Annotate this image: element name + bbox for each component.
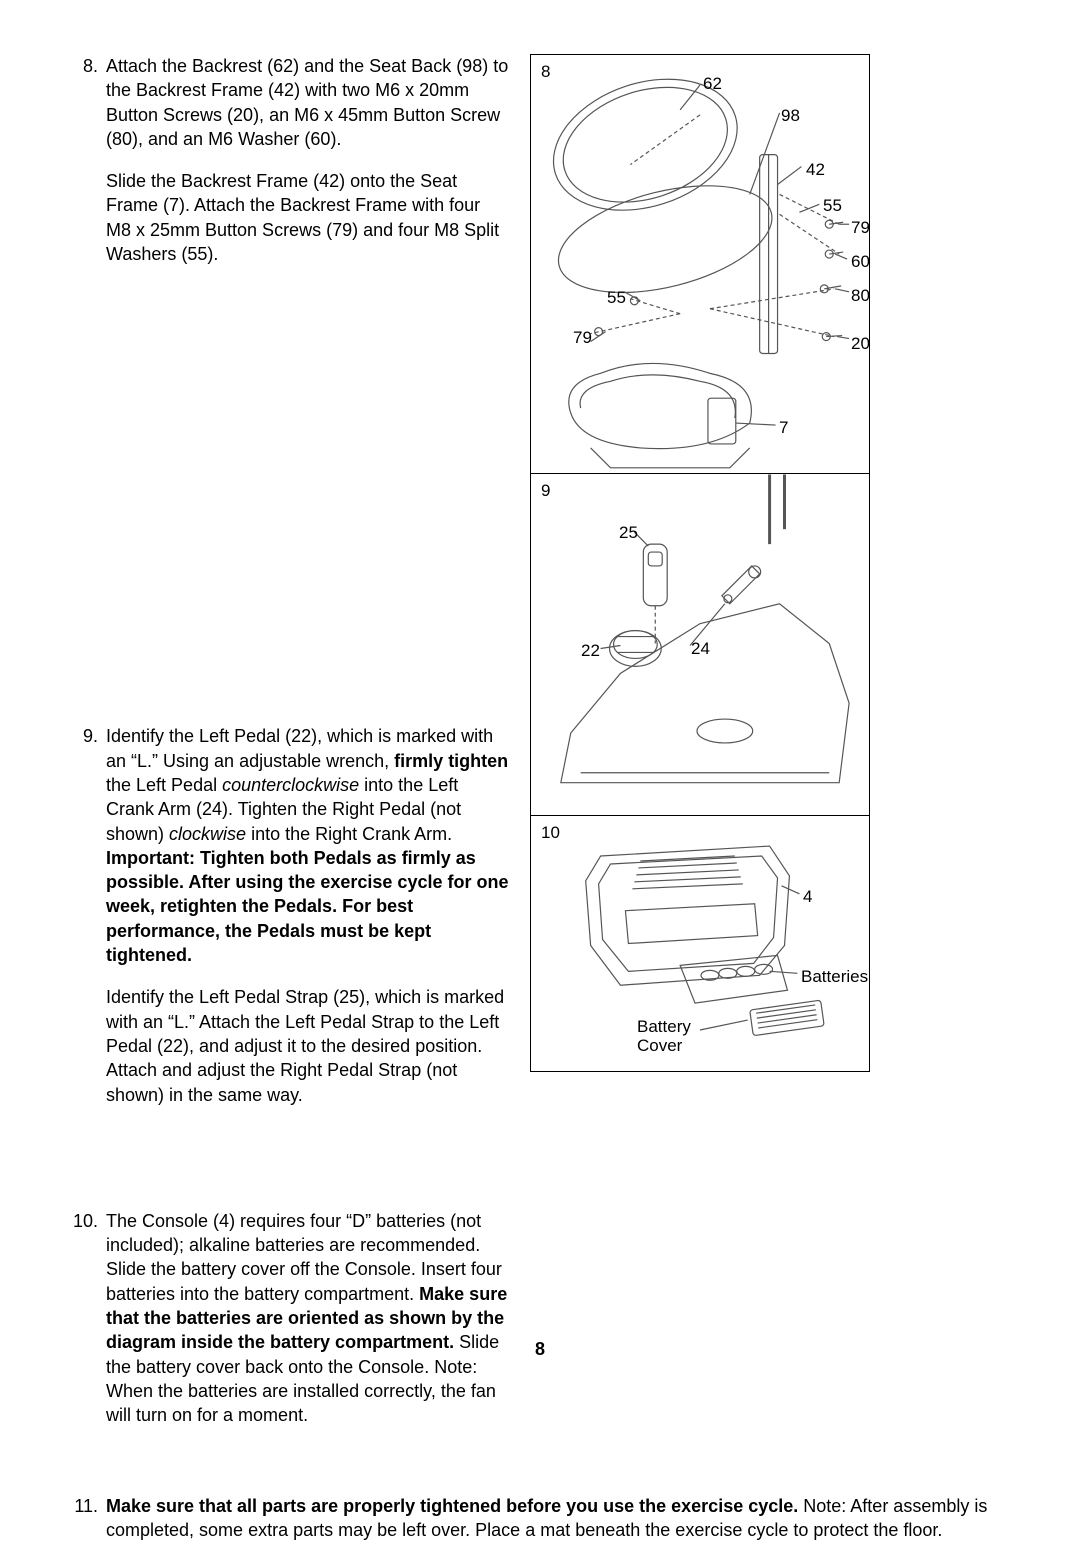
label-79a: 79: [851, 217, 870, 240]
label-22: 22: [581, 640, 600, 663]
label-80: 80: [851, 285, 870, 308]
step-8-number: 8.: [70, 54, 106, 284]
step-8: 8. Attach the Backrest (62) and the Seat…: [70, 54, 510, 284]
step-10-para-1: The Console (4) requires four “D” batter…: [106, 1209, 510, 1428]
label-battery-cover: BatteryCover: [637, 1018, 691, 1055]
diagram-8: 8: [530, 54, 870, 474]
step-11-number: 11.: [70, 1494, 106, 1560]
text: into the Right Crank Arm.: [246, 824, 452, 844]
step-8-para-2: Slide the Backrest Frame (42) onto the S…: [106, 169, 510, 266]
step-10-number: 10.: [70, 1209, 106, 1446]
diagram-9-boxnum: 9: [541, 480, 550, 503]
label-batteries: Batteries: [801, 966, 868, 989]
label-4: 4: [803, 886, 812, 909]
step-9: 9. Identify the Left Pedal (22), which i…: [70, 724, 510, 1124]
diagram-8-boxnum: 8: [541, 61, 550, 84]
diagram-column: 8: [530, 54, 870, 1466]
diagram-8-svg: [531, 55, 869, 473]
step-10: 10. The Console (4) requires four “D” ba…: [70, 1209, 510, 1446]
label-24: 24: [691, 638, 710, 661]
instruction-text-column: 8. Attach the Backrest (62) and the Seat…: [70, 54, 510, 1466]
label-79b: 79: [573, 327, 592, 350]
step-9-para-2: Identify the Left Pedal Strap (25), whic…: [106, 985, 510, 1106]
text-bold: firmly tighten: [394, 751, 508, 771]
step-11-para-1: Make sure that all parts are properly ti…: [106, 1494, 1010, 1543]
text-italic: clockwise: [169, 824, 246, 844]
diagram-9: 9: [530, 474, 870, 816]
label-20: 20: [851, 333, 870, 356]
page-number: 8: [0, 1337, 1080, 1361]
step-11: 11. Make sure that all parts are properl…: [70, 1494, 1010, 1560]
step-8-para-1: Attach the Backrest (62) and the Seat Ba…: [106, 54, 510, 151]
label-55b: 55: [607, 287, 626, 310]
label-25: 25: [619, 522, 638, 545]
text: the Left Pedal: [106, 775, 222, 795]
label-98: 98: [781, 105, 800, 128]
label-7: 7: [779, 417, 788, 440]
label-42: 42: [806, 159, 825, 182]
text-italic: counterclockwise: [222, 775, 359, 795]
label-55a: 55: [823, 195, 842, 218]
label-62: 62: [703, 73, 722, 96]
diagram-10-svg: [531, 816, 869, 1071]
label-60: 60: [851, 251, 870, 274]
diagram-10-boxnum: 10: [541, 822, 560, 845]
text-bold: Make sure that all parts are properly ti…: [106, 1496, 798, 1516]
step-9-number: 9.: [70, 724, 106, 1124]
text-bold: Important: Tighten both Pedals as firmly…: [106, 848, 508, 965]
diagram-10: 10: [530, 816, 870, 1072]
step-9-para-1: Identify the Left Pedal (22), which is m…: [106, 724, 510, 967]
